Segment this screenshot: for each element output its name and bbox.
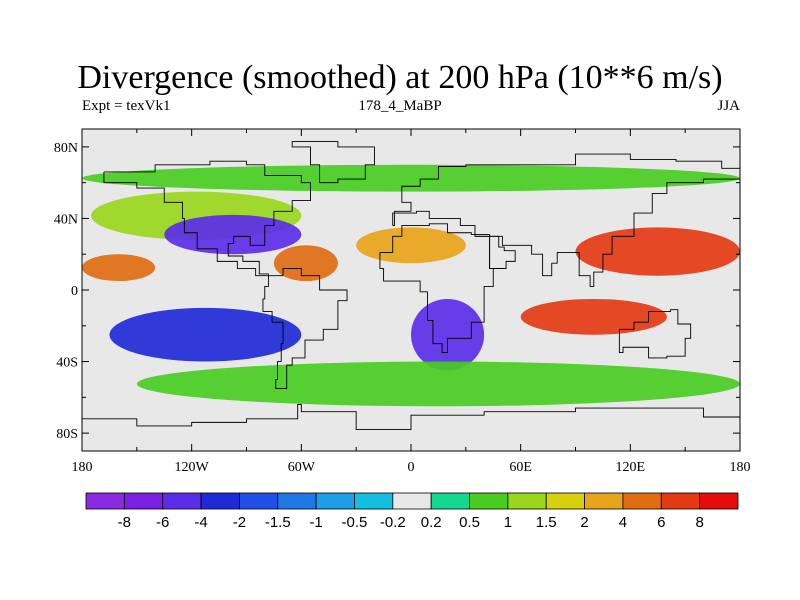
y-tick-label: 40N: [54, 212, 78, 227]
colorbar-label: -1.5: [265, 514, 291, 531]
colorbar-label: 2: [580, 514, 588, 531]
colorbar-swatch: [239, 492, 279, 510]
season-label: JJA: [717, 98, 740, 114]
experiment-label: Expt = texVk1: [82, 98, 171, 114]
coastline-segment: [262, 268, 348, 389]
colorbar-swatch: [123, 492, 164, 510]
colorbar-swatch: [315, 492, 355, 510]
colorbar-label: -0.2: [380, 514, 406, 531]
y-tick-label: 0: [71, 284, 78, 299]
region-indian-ocean-pos: [520, 298, 667, 335]
region-south-atlantic-neg: [411, 298, 485, 371]
colorbar-label: -1: [309, 514, 322, 531]
colorbar-swatch: [277, 492, 317, 510]
x-tick-label: 180: [72, 460, 93, 475]
region-southern-ocean-band: [136, 361, 740, 407]
colorbar-label: 0.2: [421, 514, 442, 531]
x-tick-label: 180: [730, 460, 751, 475]
colorbar-swatch: [430, 492, 470, 510]
region-central-america-pos: [273, 245, 338, 282]
colorbar-swatch: [200, 492, 240, 510]
colorbar-swatch: [622, 492, 662, 510]
region-tropical-west-pacific-pos: [82, 254, 156, 282]
colorbar-label: 1: [504, 514, 512, 531]
region-arctic-band: [82, 164, 740, 192]
region-south-pacific-neg: [109, 307, 302, 362]
colorbar-label: 6: [657, 514, 665, 531]
colorbar-swatch: [162, 492, 202, 510]
coastline-segment: [474, 235, 516, 269]
colorbar-swatch: [660, 492, 701, 510]
colorbar-label: -8: [118, 514, 131, 531]
colorbar-swatch: [469, 492, 509, 510]
region-tibet-asia-pos: [575, 227, 740, 276]
colorbar-swatch: [584, 492, 624, 510]
colorbar-label: -0.5: [342, 514, 368, 531]
coastline-segment: [103, 160, 311, 277]
region-north-atlantic-pos: [356, 227, 466, 264]
colorbar-swatch: [545, 492, 585, 510]
colorbar-label: 1.5: [536, 514, 557, 531]
case-label: 178_4_MaBP: [358, 98, 442, 114]
colorbar-swatch: [85, 492, 125, 510]
x-tick-label: 120E: [616, 460, 646, 475]
y-tick-label: 80N: [54, 141, 78, 156]
colorbar: -8 -6 -4 -2 -1.5 -1 -0.5 -0.2 0.2 0.5 1 1.5 2 4 6 8: [85, 492, 739, 531]
colorbar-label: -6: [156, 514, 169, 531]
y-tick-label: 40S: [56, 356, 78, 371]
colorbar-swatch: [392, 492, 432, 510]
coastline-segment: [82, 404, 740, 430]
colorbar-label: -4: [194, 514, 207, 531]
colorbar-swatch: [354, 492, 394, 510]
colorbar-label: -2: [233, 514, 246, 531]
x-tick-label: 120W: [175, 460, 210, 475]
colorbar-label: 0.5: [459, 514, 480, 531]
colorbar-label: 4: [619, 514, 627, 531]
coastline-segment: [291, 141, 375, 184]
map-axes: 180 120W 60W 0 60E 120E 180 80N 40N 0 40S 80S: [54, 129, 751, 475]
coastline-segment: [618, 309, 692, 359]
colorbar-label: 8: [695, 514, 703, 531]
colorbar-swatch: [699, 492, 739, 510]
divergence-field: [82, 129, 740, 451]
x-tick-label: 0: [408, 460, 415, 475]
region-tropical-north-pacific-neg: [164, 214, 302, 255]
y-tick-label: 80S: [56, 427, 78, 442]
colorbar-swatch: [507, 492, 547, 510]
x-tick-label: 60E: [509, 460, 532, 475]
coastline-segment: [379, 223, 505, 354]
chart-title: Divergence (smoothed) at 200 hPa (10**6 …: [77, 59, 723, 96]
coastline-layer: [82, 141, 740, 430]
x-tick-label: 60W: [288, 460, 316, 475]
